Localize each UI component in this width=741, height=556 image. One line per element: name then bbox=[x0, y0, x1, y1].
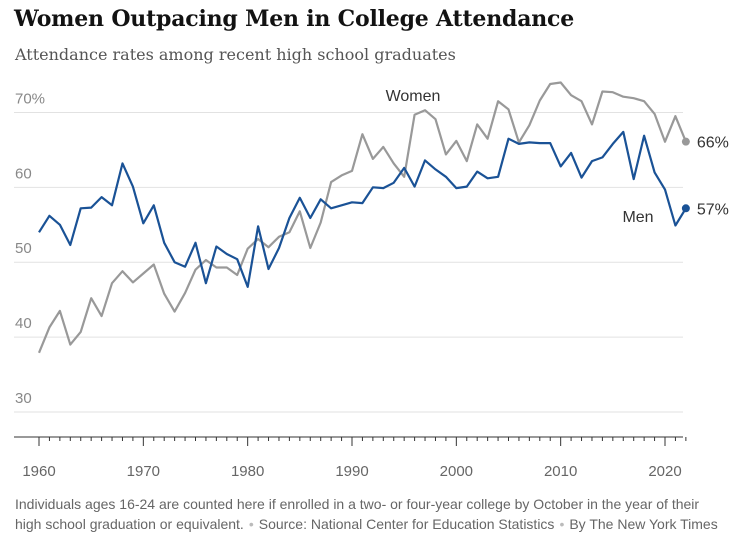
gridlines bbox=[14, 111, 683, 413]
y-tick-label: 70% bbox=[15, 90, 45, 107]
y-tick-label: 40 bbox=[15, 315, 32, 332]
chart-subtitle: Attendance rates among recent high schoo… bbox=[15, 45, 456, 64]
end-point-women bbox=[681, 137, 690, 146]
footnote-note: Individuals ages 16-24 are counted here … bbox=[15, 496, 700, 532]
x-tick-label: 2000 bbox=[440, 463, 473, 480]
x-tick-label: 1960 bbox=[22, 463, 55, 480]
series-line-women bbox=[37, 81, 687, 354]
x-tick-label: 1990 bbox=[335, 463, 368, 480]
x-tick-label: 1980 bbox=[231, 463, 264, 480]
end-label-women: 66% bbox=[697, 135, 729, 152]
separator-dot: • bbox=[248, 516, 254, 532]
y-tick-label: 30 bbox=[15, 390, 32, 407]
separator-dot: • bbox=[559, 516, 565, 532]
x-tick-label: 2020 bbox=[648, 463, 681, 480]
series-name-men: Men bbox=[622, 209, 653, 226]
chart-title: Women Outpacing Men in College Attendanc… bbox=[14, 6, 575, 32]
footnote-credit: By The New York Times bbox=[569, 516, 718, 532]
series-lines bbox=[37, 81, 690, 354]
series-name-women: Women bbox=[386, 88, 441, 105]
y-tick-label: 60 bbox=[15, 165, 32, 182]
x-tick-label: 2010 bbox=[544, 463, 577, 480]
x-axis: 1960 1970 1980 1990 2000 2010 2020 bbox=[14, 436, 687, 480]
end-point-men bbox=[681, 204, 690, 213]
y-axis-tick-labels: 30 40 50 60 70% bbox=[15, 90, 45, 407]
series-line-men bbox=[38, 130, 687, 288]
series-labels: 66% Women 57% Men bbox=[386, 88, 729, 226]
y-tick-label: 50 bbox=[15, 240, 32, 257]
x-tick-label: 1970 bbox=[127, 463, 160, 480]
chart-footnote: Individuals ages 16-24 are counted here … bbox=[15, 494, 727, 534]
end-label-men: 57% bbox=[697, 201, 729, 218]
footnote-source: Source: National Center for Education St… bbox=[258, 516, 555, 532]
